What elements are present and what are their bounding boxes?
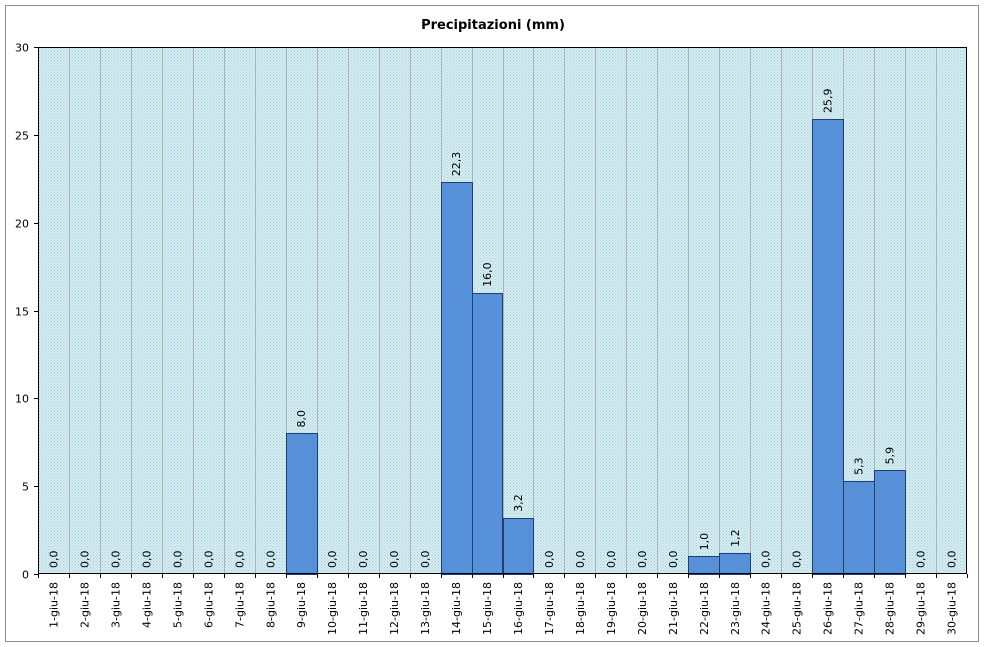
data-label: 5,3 [853, 457, 866, 475]
y-tick-label: 15 [15, 306, 29, 319]
data-label: 1,0 [698, 533, 711, 551]
data-label: 0,0 [202, 551, 215, 569]
data-label: 5,9 [884, 447, 897, 465]
x-tick-label: 24-giu-18 [760, 582, 773, 635]
x-tick-label: 28-giu-18 [884, 582, 897, 635]
data-label: 16,0 [481, 262, 494, 287]
x-tick-label: 2-giu-18 [78, 582, 91, 628]
data-label: 0,0 [760, 551, 773, 569]
data-label: 0,0 [915, 551, 928, 569]
data-label: 0,0 [140, 551, 153, 569]
data-label: 0,0 [264, 551, 277, 569]
plot-border [38, 47, 967, 574]
x-tick-label: 16-giu-18 [512, 582, 525, 635]
data-label: 0,0 [388, 551, 401, 569]
data-label: 25,9 [822, 89, 835, 114]
bar-9-giu-18 [286, 433, 318, 575]
y-tick-label: 5 [22, 481, 29, 494]
x-tick-label: 22-giu-18 [698, 582, 711, 635]
y-axis-ticks: 0 5 10 15 20 25 30 [15, 42, 38, 582]
data-label: 0,0 [171, 551, 184, 569]
gridlines [69, 47, 937, 574]
data-label: 0,0 [233, 551, 246, 569]
y-tick-label: 10 [15, 393, 29, 406]
x-tick-label: 10-giu-18 [326, 582, 339, 635]
x-tick-label: 25-giu-18 [791, 582, 804, 635]
x-tick-label: 1-giu-18 [48, 582, 61, 628]
x-tick-label: 30-giu-18 [946, 582, 959, 635]
data-label: 0,0 [543, 551, 556, 569]
bar-28-giu-18 [874, 470, 906, 575]
y-tick-label: 30 [15, 42, 29, 55]
x-tick-label: 23-giu-18 [729, 582, 742, 635]
data-label: 1,2 [729, 529, 742, 547]
data-label: 0,0 [326, 551, 339, 569]
data-label: 0,0 [605, 551, 618, 569]
x-tick-label: 4-giu-18 [140, 582, 153, 628]
bar-16-giu-18 [503, 518, 534, 575]
data-label: 0,0 [48, 551, 61, 569]
axes [38, 47, 967, 574]
x-tick-label: 19-giu-18 [605, 582, 618, 635]
data-label: 0,0 [667, 551, 680, 569]
x-tick-label: 29-giu-18 [915, 582, 928, 635]
x-tick-label: 14-giu-18 [450, 582, 463, 635]
data-labels: 0,0 0,0 0,0 0,0 0,0 0,0 0,0 0,0 8,0 0,0 0,0 0,0 0,0 2… [48, 89, 959, 569]
x-tick-label: 21-giu-18 [667, 582, 680, 635]
data-label: 0,0 [574, 551, 587, 569]
bars [286, 119, 906, 575]
x-tick-label: 15-giu-18 [481, 582, 494, 635]
x-tick-label: 12-giu-18 [388, 582, 401, 635]
data-label: 8,0 [295, 410, 308, 428]
y-tick-label: 25 [15, 130, 29, 143]
x-tick-label: 17-giu-18 [543, 582, 556, 635]
data-label: 0,0 [791, 551, 804, 569]
x-tick-label: 27-giu-18 [853, 582, 866, 635]
data-label: 0,0 [636, 551, 649, 569]
data-label: 0,0 [946, 551, 959, 569]
bar-27-giu-18 [843, 481, 875, 575]
bar-15-giu-18 [472, 293, 503, 575]
data-label: 0,0 [357, 551, 370, 569]
bar-22-giu-18 [688, 556, 720, 575]
x-tick-label: 11-giu-18 [357, 582, 370, 635]
x-axis-ticks: 1-giu-18 2-giu-18 3-giu-18 4-giu-18 5-giu-18… [38, 574, 968, 635]
data-label: 0,0 [109, 551, 122, 569]
bar-23-giu-18 [719, 553, 751, 575]
x-tick-label: 8-giu-18 [264, 582, 277, 628]
x-tick-label: 20-giu-18 [636, 582, 649, 635]
y-tick-label: 0 [22, 569, 29, 582]
bar-14-giu-18 [441, 182, 473, 575]
x-tick-label: 5-giu-18 [171, 582, 184, 628]
y-tick-label: 20 [15, 218, 29, 231]
x-tick-label: 3-giu-18 [109, 582, 122, 628]
x-tick-label: 13-giu-18 [419, 582, 432, 635]
x-tick-label: 9-giu-18 [295, 582, 308, 628]
x-tick-label: 26-giu-18 [822, 582, 835, 635]
chart-title: Precipitazioni (mm) [421, 18, 565, 33]
data-label: 0,0 [78, 551, 91, 569]
x-tick-label: 7-giu-18 [233, 582, 246, 628]
data-label: 0,0 [419, 551, 432, 569]
data-label: 22,3 [450, 152, 463, 177]
bar-26-giu-18 [812, 119, 844, 575]
x-tick-label: 6-giu-18 [202, 582, 215, 628]
x-tick-label: 18-giu-18 [574, 582, 587, 635]
data-label: 3,2 [512, 494, 525, 512]
